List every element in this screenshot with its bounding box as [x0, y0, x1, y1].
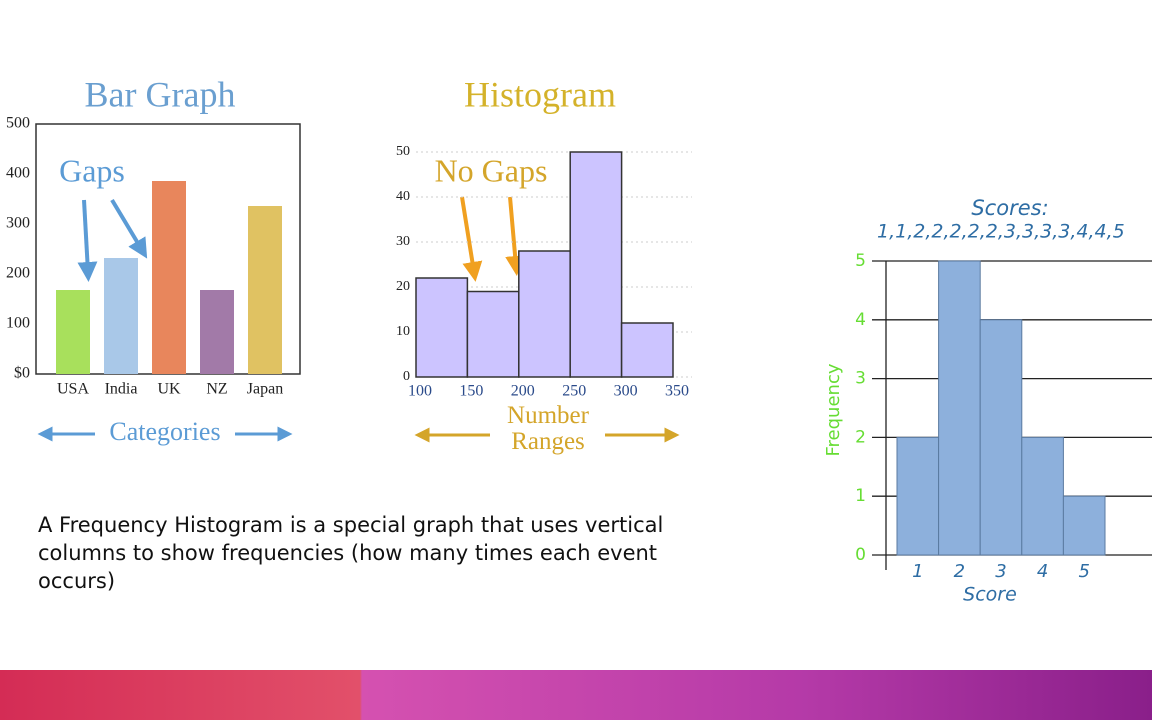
y-tick-label: $0	[14, 365, 30, 382]
x-tick-label: 2	[954, 561, 965, 582]
bar	[56, 290, 90, 374]
bar	[979, 319, 1023, 556]
y-tick-label: 50	[396, 144, 410, 159]
bar	[248, 206, 282, 374]
y-tick-label: 30	[396, 234, 410, 249]
x-tick-label: 200	[511, 383, 535, 400]
x-tick-label: 5	[1078, 561, 1089, 582]
bar	[1062, 495, 1106, 556]
x-tick-label: 300	[614, 383, 638, 400]
chart-title: Scores:	[971, 196, 1048, 220]
histogram-bar	[415, 277, 469, 378]
y-axis-label: Frequency	[823, 363, 844, 456]
x-axis-label: Number Ranges	[507, 402, 590, 455]
y-tick-label: 100	[6, 315, 30, 332]
x-tick-label: USA	[57, 381, 89, 398]
y-tick-label: 0	[403, 369, 410, 384]
bar	[1021, 436, 1064, 556]
x-tick-label: 150	[459, 383, 483, 400]
x-tick-label: UK	[157, 381, 181, 398]
y-tick-label: 300	[6, 215, 30, 232]
y-tick-label: 0	[855, 545, 866, 565]
chart-subtitle: 1,1,2,2,2,2,2,3,3,3,3,4,4,5	[877, 221, 1125, 243]
y-tick-label: 40	[396, 189, 410, 204]
histogram-bar	[466, 290, 520, 378]
y-tick-label: 2	[855, 427, 866, 447]
histogram-bar	[569, 151, 623, 378]
x-tick-label: India	[105, 381, 138, 398]
x-tick-label: 100	[408, 383, 432, 400]
chart-title: Histogram	[464, 74, 616, 114]
y-tick-label: 200	[6, 265, 30, 282]
description: A Frequency Histogram is a special graph…	[38, 513, 664, 593]
chart-title: Bar Graph	[85, 74, 236, 114]
bar	[896, 436, 940, 556]
y-tick-label: 1	[855, 486, 866, 506]
y-tick-label: 20	[396, 279, 410, 294]
bar	[938, 260, 981, 556]
y-tick-label: 3	[855, 369, 866, 389]
y-tick-label: 5	[855, 251, 866, 271]
footer-band	[0, 670, 1152, 720]
bar	[152, 181, 186, 374]
arrows	[37, 196, 680, 443]
x-tick-label: 1	[912, 561, 923, 582]
x-tick-label: 4	[1037, 561, 1048, 582]
histogram-bar	[620, 322, 674, 378]
x-tick-label: Japan	[247, 381, 283, 398]
x-tick-label: 250	[562, 383, 586, 400]
x-tick-label: NZ	[206, 381, 227, 398]
x-tick-label: 350	[665, 383, 689, 400]
y-tick-label: 500	[6, 115, 30, 132]
annotation: No Gaps	[435, 152, 548, 188]
y-tick-label: 10	[396, 324, 410, 339]
histogram-bar	[518, 250, 571, 378]
bar	[104, 258, 138, 374]
y-tick-label: 400	[6, 165, 30, 182]
x-axis-label: Score	[963, 584, 1017, 606]
x-tick-label: 3	[995, 561, 1006, 582]
bar	[200, 290, 234, 374]
annotation: Gaps	[59, 152, 125, 188]
y-tick-label: 4	[855, 310, 866, 330]
x-axis-label: Categories	[109, 417, 220, 446]
